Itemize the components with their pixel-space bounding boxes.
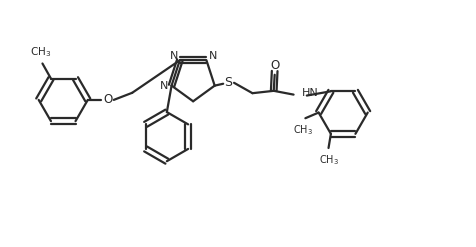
Text: N: N <box>160 81 169 91</box>
Text: N: N <box>208 51 217 61</box>
Text: O: O <box>103 93 112 106</box>
Text: O: O <box>270 59 279 72</box>
Text: S: S <box>224 76 232 89</box>
Text: HN: HN <box>302 88 319 98</box>
Text: N: N <box>169 51 178 61</box>
Text: CH$_3$: CH$_3$ <box>318 153 338 166</box>
Text: CH$_3$: CH$_3$ <box>30 45 51 59</box>
Text: CH$_3$: CH$_3$ <box>293 123 313 137</box>
